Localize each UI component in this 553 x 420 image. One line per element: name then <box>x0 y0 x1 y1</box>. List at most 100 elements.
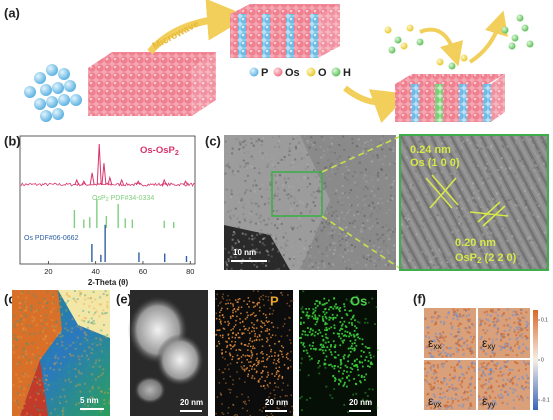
noise <box>381 257 384 260</box>
panel-label: (a) <box>4 5 20 20</box>
noise <box>456 264 459 267</box>
noise <box>311 266 314 269</box>
noise <box>395 162 396 165</box>
noise <box>85 360 88 363</box>
noise <box>383 269 386 270</box>
noise <box>458 195 461 198</box>
fringe <box>479 136 547 265</box>
noise <box>22 330 25 333</box>
noise <box>458 360 461 363</box>
noise <box>77 325 80 328</box>
noise <box>455 347 458 350</box>
p-signal <box>237 308 239 311</box>
p-signal <box>218 315 221 317</box>
noise <box>470 404 473 407</box>
noise <box>90 373 93 376</box>
noise <box>242 154 245 157</box>
noise <box>287 193 290 196</box>
noise <box>489 172 492 175</box>
noise <box>343 260 346 263</box>
noise <box>25 362 28 365</box>
noise <box>252 157 255 160</box>
noise <box>55 321 58 324</box>
noise <box>394 149 396 152</box>
p-signal <box>280 345 283 347</box>
noise <box>435 376 438 379</box>
noise <box>530 158 533 161</box>
p-signal <box>281 389 284 391</box>
noise <box>488 338 491 341</box>
os-signal <box>340 359 342 361</box>
noise <box>442 336 445 339</box>
noise <box>509 257 512 260</box>
noise <box>457 324 460 327</box>
p-signal <box>262 313 265 315</box>
noise <box>469 228 472 231</box>
p-signal <box>262 298 264 301</box>
noise <box>418 228 421 231</box>
noise <box>421 250 424 253</box>
noise <box>372 185 375 188</box>
os-signal <box>368 365 371 368</box>
noise <box>70 415 73 416</box>
p-signal <box>227 364 229 366</box>
os-signal <box>349 332 351 335</box>
p-signal <box>229 344 231 346</box>
noise <box>466 228 469 231</box>
noise <box>462 241 465 244</box>
os-signal <box>321 315 324 318</box>
noise <box>375 154 378 157</box>
os-signal <box>354 364 357 367</box>
noise <box>424 367 427 370</box>
noise <box>495 320 498 323</box>
p-signal <box>247 297 250 299</box>
noise <box>479 337 482 340</box>
noise <box>447 311 450 314</box>
noise <box>542 264 545 267</box>
noise <box>284 232 287 235</box>
legend-label: H <box>343 67 351 79</box>
noise <box>227 152 230 155</box>
p-signal <box>268 355 271 358</box>
noise <box>463 251 466 254</box>
p-signal <box>267 374 270 376</box>
noise <box>260 144 263 147</box>
noise <box>44 377 47 380</box>
noise <box>243 152 246 155</box>
particle <box>460 54 468 62</box>
noise <box>515 311 518 314</box>
noise <box>13 314 16 317</box>
noise <box>253 236 256 239</box>
noise <box>376 154 379 157</box>
os-signal <box>323 362 326 365</box>
noise <box>434 145 437 148</box>
noise <box>366 140 369 143</box>
os-signal <box>342 334 345 337</box>
noise <box>513 407 516 410</box>
noise <box>307 187 310 190</box>
noise <box>322 154 325 157</box>
noise <box>100 339 103 342</box>
p-signal <box>291 405 293 408</box>
noise <box>462 403 465 406</box>
noise <box>515 334 518 337</box>
noise <box>240 197 243 200</box>
os-signal <box>356 333 359 336</box>
noise <box>384 135 387 138</box>
noise <box>366 219 369 222</box>
p-signal <box>217 304 220 307</box>
noise <box>232 252 235 255</box>
noise <box>304 135 307 138</box>
noise <box>489 387 492 390</box>
noise <box>105 381 108 384</box>
noise <box>47 359 50 362</box>
noise <box>411 191 414 194</box>
noise <box>106 306 109 309</box>
fringe <box>401 228 423 269</box>
noise <box>325 249 328 252</box>
noise <box>270 159 273 162</box>
noise <box>481 200 484 203</box>
p-signal <box>233 415 236 417</box>
noise <box>395 140 396 143</box>
os-signal <box>338 335 340 338</box>
